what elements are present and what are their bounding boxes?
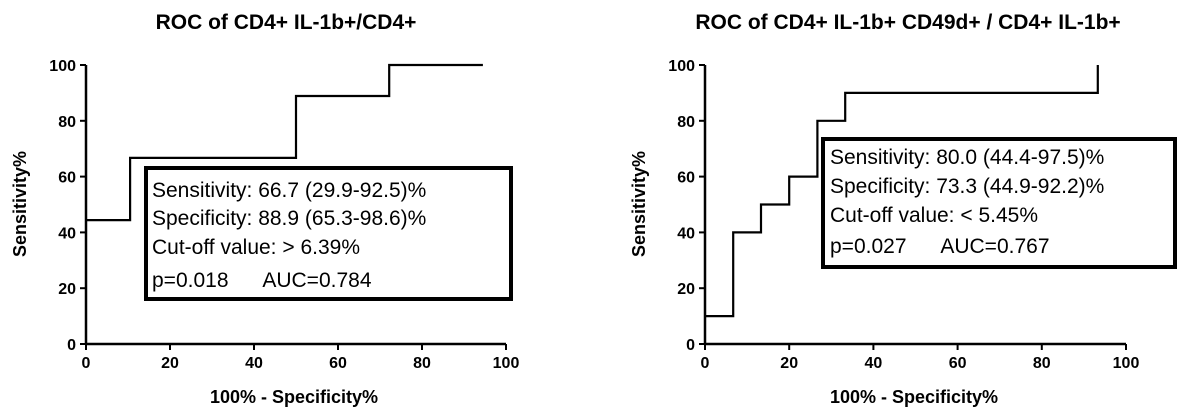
x-tick-label: 20 [161, 355, 179, 372]
y-tick-label: 60 [58, 170, 76, 187]
specificity-text: Specificity: 73.3 (44.9-92.2)% [830, 175, 1104, 198]
y-tick-label: 20 [58, 281, 76, 298]
y-tick-label: 80 [677, 114, 695, 131]
roc-panel-il1b-cd49d: ROC of CD4+ IL-1b+ CD49d+ / CD4+ IL-1b+ … [629, 11, 1177, 407]
x-tick-label: 60 [329, 355, 347, 372]
statistics-box: Sensitivity: 66.7 (29.9-92.5)% Specifici… [144, 166, 513, 301]
y-tick-label: 100 [49, 58, 76, 75]
y-tick-label: 40 [677, 225, 695, 242]
x-tick-label: 80 [413, 355, 431, 372]
cutoff-text: Cut-off value: < 5.45% [830, 204, 1038, 227]
y-tick-label: 80 [58, 114, 76, 131]
p-auc-text: p=0.027 AUC=0.767 [830, 235, 1050, 258]
x-tick-label: 20 [780, 355, 798, 372]
statistics-box: Sensitivity: 80.0 (44.4-97.5)% Specifici… [821, 137, 1177, 269]
x-axis-title: 100% - Specificity% [830, 387, 998, 407]
roc-curve-group [86, 63, 483, 222]
p-auc-text: p=0.018 AUC=0.784 [152, 269, 372, 292]
y-tick-label: 0 [686, 337, 695, 354]
y-tick-label: 40 [58, 225, 76, 242]
y-tick-label: 60 [677, 170, 695, 187]
y-axis-title: Sensitivity% [10, 151, 30, 257]
y-axis-title: Sensitivity% [629, 151, 649, 257]
x-tick-label: 100 [1113, 355, 1140, 372]
x-tick-label: 60 [949, 355, 967, 372]
roc-curve-group [705, 65, 1099, 318]
y-tick-label: 0 [67, 337, 76, 354]
chart-title: ROC of CD4+ IL-1b+ CD49d+ / CD4+ IL-1b+ [695, 11, 1120, 34]
roc-curve [705, 65, 1099, 318]
x-tick-label: 0 [82, 355, 91, 372]
x-tick-label: 40 [865, 355, 883, 372]
sensitivity-text: Sensitivity: 66.7 (29.9-92.5)% [152, 179, 426, 202]
roc-panel-il1b: ROC of CD4+ IL-1b+/CD4+ 100% - Specifici… [10, 11, 519, 407]
axes: 0 20 40 60 80 100 0 20 40 60 80 100 [668, 58, 1139, 372]
sensitivity-text: Sensitivity: 80.0 (44.4-97.5)% [830, 146, 1104, 169]
roc-curve [86, 63, 483, 222]
y-tick-label: 20 [677, 281, 695, 298]
x-tick-label: 100 [493, 355, 520, 372]
cutoff-text: Cut-off value: > 6.39% [152, 236, 360, 259]
statistics-box-border [144, 166, 513, 301]
chart-title: ROC of CD4+ IL-1b+/CD4+ [156, 11, 417, 34]
specificity-text: Specificity: 88.9 (65.3-98.6)% [152, 207, 426, 230]
x-tick-label: 0 [701, 355, 710, 372]
x-tick-label: 80 [1033, 355, 1051, 372]
statistics-box-border [821, 137, 1177, 269]
y-tick-label: 100 [668, 58, 695, 75]
axes: 0 20 40 60 80 100 0 20 40 60 80 100 [49, 58, 519, 372]
x-tick-label: 40 [245, 355, 263, 372]
x-axis-title: 100% - Specificity% [210, 387, 378, 407]
